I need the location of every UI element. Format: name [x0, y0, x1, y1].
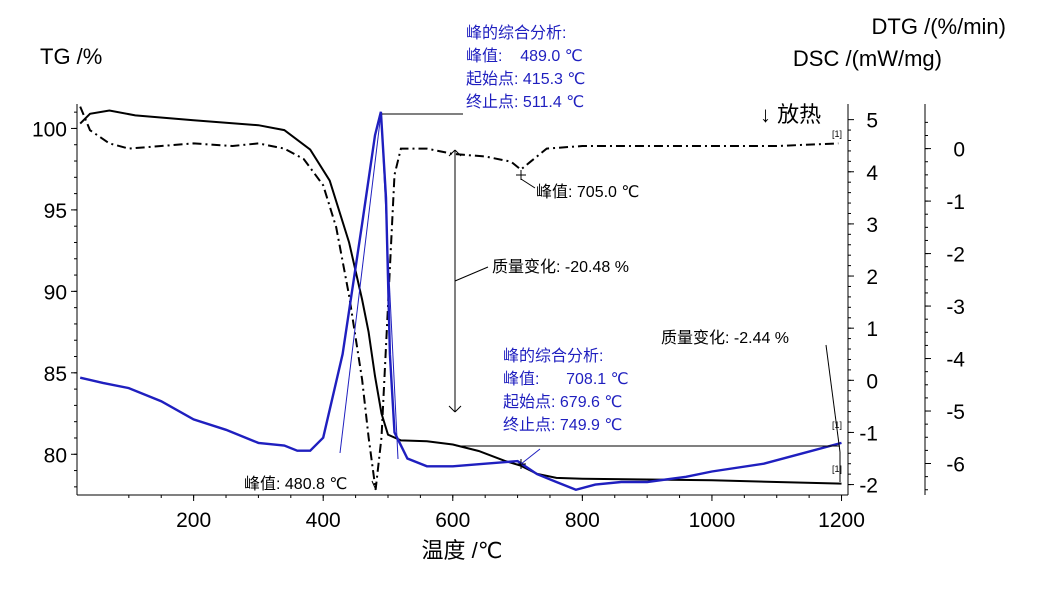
dsc-tick-label: 0 [866, 370, 878, 393]
dtg-tick-label: -4 [946, 349, 965, 372]
annotation-line: 峰的综合分析: [503, 347, 603, 365]
mass-arrow-head-up [448, 149, 456, 157]
annotation-line: 起始点: 679.6 ℃ [503, 393, 622, 411]
annotation-line: 峰值: 489.0 ℃ [466, 47, 583, 65]
mass-change-leader-2 [825, 344, 841, 453]
dsc-tick-label: -1 [859, 422, 878, 445]
dsc-tick-label: -2 [859, 475, 878, 498]
dsc-tick-label: 1 [866, 318, 878, 341]
peak-705-leader [520, 178, 536, 189]
annotation-line: 终止点: 749.9 ℃ [503, 416, 622, 434]
axis-ticks: 200 400 600 800 1000 1200 80 85 90 95 100 -2 -1 0 1 2 3 4… [32, 110, 965, 532]
tg-tick-label: 90 [44, 281, 67, 304]
dsc-tick-label: 2 [866, 266, 878, 289]
mass-arrow-head-up [454, 149, 462, 157]
tg-curve [79, 109, 842, 485]
x-tick-label: 600 [435, 509, 470, 532]
dtg-tick-label: -6 [946, 454, 965, 477]
curve-marker-label: [1] [832, 129, 842, 139]
annotations: 峰的综合分析: 峰值: 489.0 ℃ 起始点: 415.3 ℃ 终止点: 511.4… [244, 24, 789, 493]
endset-tangent-line [380, 112, 399, 460]
mass-change-leader [454, 266, 489, 282]
tg-tick-label: 100 [32, 118, 67, 141]
mass-arrow-head-down [454, 405, 462, 413]
peak-480-leader [371, 480, 377, 491]
dtg-curve [79, 106, 839, 490]
tg-tick-label: 85 [44, 363, 67, 386]
peak-708-leader [520, 448, 541, 465]
x-tick-label: 400 [306, 509, 341, 532]
annotation-line: 质量变化: -2.44 % [661, 329, 789, 347]
dtg-tick-label: -3 [946, 296, 965, 319]
mass-arrow-head-down [448, 405, 456, 413]
dtg-tick-label: 0 [953, 139, 965, 162]
onset-tangent-line [339, 112, 382, 454]
axis-labels: TG /% DTG /(%/min) DSC /(mW/mg) 温度 /℃ ↓ 放热 [40, 14, 1006, 563]
annotation-line: 终止点: 511.4 ℃ [466, 93, 584, 111]
dsc-curve [79, 111, 842, 492]
annotation-line: 峰值: 705.0 ℃ [536, 183, 639, 201]
curve-marker-label: [1] [832, 420, 842, 430]
annotation-line: 质量变化: -20.48 % [492, 258, 629, 276]
x-tick-label: 1200 [818, 509, 865, 532]
annotation-line: 峰值: 480.8 ℃ [244, 475, 347, 493]
annotation-line: 峰的综合分析: [466, 24, 566, 42]
annotation-line: 起始点: 415.3 ℃ [466, 70, 585, 88]
dtg-tick-label: -2 [946, 244, 965, 267]
dsc-tick-label: 5 [866, 110, 878, 133]
dsc-tick-label: 3 [866, 214, 878, 237]
tg-tick-label: 95 [44, 200, 67, 223]
plot-frame [76, 104, 926, 496]
dsc-tick-label: 4 [866, 162, 878, 185]
tg-tick-label: 80 [44, 444, 67, 467]
annotation-line: 峰值: 708.1 ℃ [503, 370, 629, 388]
x-tick-label: 800 [565, 509, 600, 532]
x-tick-label: 200 [176, 509, 211, 532]
curves [79, 106, 842, 492]
x-tick-label: 1000 [689, 509, 736, 532]
exo-direction-label: ↓ 放热 [760, 102, 821, 127]
tg-axis-title: TG /% [40, 44, 102, 69]
dsc-axis-title: DSC /(mW/mg) [793, 46, 942, 71]
curve-marker-label: [1] [832, 464, 842, 474]
dtg-axis-title: DTG /(%/min) [872, 14, 1006, 39]
dtg-tick-label: -1 [946, 191, 965, 214]
dtg-tick-label: -5 [946, 401, 965, 424]
x-axis-title: 温度 /℃ [422, 538, 503, 563]
guide-lines: [1] [1] [1] [339, 112, 842, 491]
